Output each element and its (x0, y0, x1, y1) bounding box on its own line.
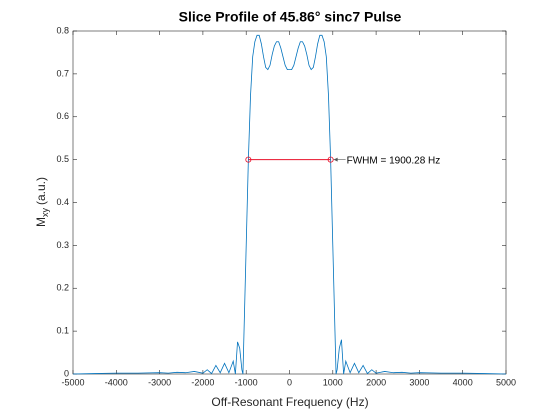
y-label-subscript: xy (40, 208, 50, 218)
y-tick-label: 0.8 (56, 25, 69, 35)
fwhm-label: FWHM = 1900.28 Hz (347, 155, 441, 166)
y-tick-label: 0.6 (56, 111, 69, 121)
annotation-arrowhead (333, 157, 338, 162)
chart-title: Slice Profile of 45.86° sinc7 Pulse (179, 9, 402, 25)
x-tick-label: 5000 (496, 377, 516, 387)
x-tick-label: 3000 (409, 377, 429, 387)
y-label-base: M (34, 217, 48, 227)
x-tick-label: -2000 (191, 377, 214, 387)
y-tick-label: 0.1 (56, 326, 69, 336)
x-tick-label: -3000 (148, 377, 171, 387)
x-tick-label: 2000 (366, 377, 386, 387)
y-tick-label: 0.3 (56, 240, 69, 250)
y-label-unit: (a.u.) (34, 177, 48, 205)
x-tick-label: 0 (287, 377, 292, 387)
x-axis-label: Off-Resonant Frequency (Hz) (211, 395, 368, 409)
fwhm-marker (327, 156, 334, 163)
x-tick-label: -5000 (61, 377, 84, 387)
x-tick-label: -4000 (105, 377, 128, 387)
plot-area (72, 30, 507, 375)
y-tick-label: 0.5 (56, 154, 69, 164)
y-axis-label: Mxy (a.u.) (34, 177, 50, 227)
y-tick-label: 0.2 (56, 283, 69, 293)
y-tick-label: 0 (64, 368, 69, 378)
x-tick-label: 1000 (323, 377, 343, 387)
x-tick-label: 4000 (453, 377, 473, 387)
line-series (72, 34, 507, 375)
x-tick-label: -1000 (235, 377, 258, 387)
y-tick-label: 0.4 (56, 197, 69, 207)
fwhm-marker (245, 156, 252, 163)
y-tick-label: 0.7 (56, 68, 69, 78)
